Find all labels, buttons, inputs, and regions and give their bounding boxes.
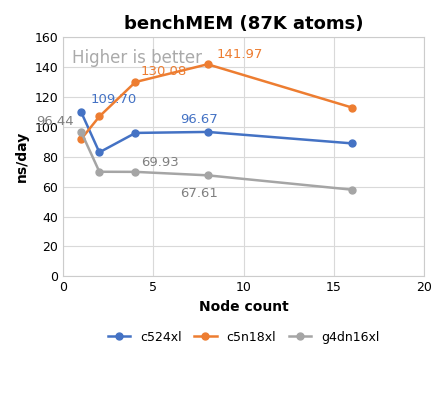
Text: 96.67: 96.67 <box>181 113 218 126</box>
c524xl <box>79 110 84 115</box>
Text: 130.08: 130.08 <box>141 64 187 78</box>
Line: c524xl: c524xl <box>78 109 355 156</box>
Text: 141.97: 141.97 <box>217 48 263 61</box>
c5n18xl <box>349 105 354 110</box>
c5n18xl <box>79 136 84 141</box>
c524xl <box>133 130 138 135</box>
Title: benchMEM (87K atoms): benchMEM (87K atoms) <box>124 15 363 33</box>
Y-axis label: ns/day: ns/day <box>15 131 29 182</box>
g4dn16xl <box>79 130 84 135</box>
X-axis label: Node count: Node count <box>199 300 289 314</box>
Legend: c524xl, c5n18xl, g4dn16xl: c524xl, c5n18xl, g4dn16xl <box>103 326 385 348</box>
Text: 67.61: 67.61 <box>181 187 219 200</box>
g4dn16xl <box>349 187 354 192</box>
Text: 96.44: 96.44 <box>36 115 74 128</box>
g4dn16xl <box>97 169 102 174</box>
c524xl <box>205 130 210 134</box>
c524xl <box>349 141 354 146</box>
c5n18xl <box>205 62 210 67</box>
c524xl <box>97 150 102 155</box>
Text: Higher is better: Higher is better <box>72 49 202 67</box>
g4dn16xl <box>133 170 138 174</box>
Line: g4dn16xl: g4dn16xl <box>78 129 355 193</box>
g4dn16xl <box>205 173 210 178</box>
c5n18xl <box>97 114 102 119</box>
Text: 69.93: 69.93 <box>141 156 179 169</box>
Text: 109.70: 109.70 <box>90 94 137 106</box>
Line: c5n18xl: c5n18xl <box>78 61 355 142</box>
c5n18xl <box>133 80 138 84</box>
